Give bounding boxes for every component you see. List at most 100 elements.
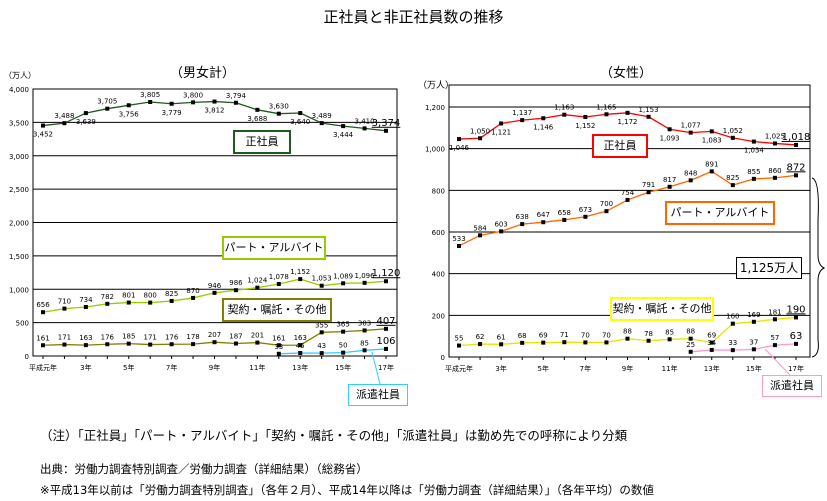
x-tick-label: 平成元年 [29, 363, 57, 372]
data-point [233, 288, 238, 293]
data-label: 1,165 [596, 103, 616, 111]
data-point [457, 243, 461, 248]
data-point [499, 229, 504, 234]
data-label: 33 [728, 339, 737, 347]
data-label: 407 [376, 316, 395, 327]
data-label: 171 [144, 334, 157, 342]
data-label: 85 [665, 328, 674, 336]
x-tick-label: 15年 [746, 364, 762, 373]
data-label: 3,800 [183, 91, 203, 99]
data-label: 1,093 [660, 134, 680, 142]
data-point [772, 343, 777, 348]
data-point [772, 141, 777, 146]
data-point [688, 336, 693, 341]
data-label: 1,096 [355, 272, 376, 280]
data-label: 3,452 [33, 131, 53, 139]
data-label: 855 [747, 168, 760, 176]
y-tick-label: 0 [441, 354, 445, 362]
legend-right-part: パート・アルバイト [665, 201, 775, 225]
data-point [688, 130, 693, 135]
data-point [191, 100, 196, 105]
data-point [604, 209, 609, 214]
data-label: 163 [79, 334, 92, 342]
data-point [298, 343, 303, 348]
y-tick-label: 1,000 [425, 146, 445, 154]
data-point [751, 347, 756, 352]
data-point [709, 340, 714, 345]
y-tick-label: 2,500 [9, 186, 29, 194]
data-point [126, 300, 131, 305]
data-point [667, 127, 672, 132]
haken-leader-left [371, 351, 381, 385]
x-tick-label: 11年 [662, 364, 678, 373]
data-point [646, 114, 651, 119]
data-point [478, 342, 483, 347]
data-point [255, 340, 260, 345]
legend-left-haken: 派遣社員 [348, 384, 408, 406]
x-tick-label: 7年 [166, 363, 177, 372]
total-annotation: 1,125万人 [736, 257, 802, 279]
data-point [148, 342, 153, 347]
data-label: 185 [122, 333, 135, 341]
data-label: 1,052 [723, 127, 743, 135]
data-label: 43 [317, 342, 326, 350]
data-point [169, 342, 174, 347]
data-label: 171 [58, 334, 71, 342]
data-label: 37 [749, 338, 758, 346]
data-point [212, 340, 217, 345]
x-tick-label: 9年 [209, 363, 220, 372]
data-point [625, 197, 630, 202]
data-label: 647 [537, 211, 550, 219]
data-point [341, 350, 346, 355]
data-point [298, 277, 303, 282]
data-point [148, 300, 153, 305]
data-label: 3,705 [97, 98, 117, 106]
x-tick-label: 13年 [704, 364, 720, 373]
data-label: 673 [579, 206, 592, 214]
data-point [457, 343, 461, 348]
data-point [499, 342, 504, 347]
data-label: 163 [294, 334, 307, 342]
figure-title: 正社員と非正社員数の推移 [323, 8, 504, 26]
data-point [688, 349, 693, 354]
data-label: 3,812 [204, 107, 224, 115]
data-point [541, 340, 546, 345]
data-label: 50 [339, 342, 348, 350]
data-point [319, 351, 324, 356]
x-tick-label: 3年 [80, 363, 91, 372]
data-label: 1,018 [782, 132, 811, 143]
data-label: 34 [707, 339, 716, 347]
y-tick-label: 500 [16, 320, 29, 328]
data-point [384, 346, 388, 351]
data-point [148, 100, 153, 105]
data-point [688, 178, 693, 183]
data-label: 71 [560, 331, 569, 339]
data-point [41, 343, 45, 348]
data-label: 160 [726, 313, 739, 321]
data-label: 207 [208, 331, 221, 339]
plot-frame-1 [448, 84, 811, 358]
note-text: （注）「正社員」「パート・アルバイト」「契約・嘱託・その他」「派遣社員」は勤め先… [40, 428, 628, 443]
y-tick-label: 1,000 [9, 286, 29, 294]
y-tick-label: 600 [432, 229, 445, 237]
data-label: 710 [58, 298, 71, 306]
data-label: 3,410 [355, 117, 375, 125]
data-label: 1,152 [290, 268, 310, 276]
data-point [105, 342, 110, 347]
y-tick-label: 800 [432, 187, 445, 195]
data-label: 85 [360, 339, 369, 347]
x-tick-label: 平成元年 [445, 364, 473, 373]
data-label: 3,794 [226, 92, 247, 100]
data-point [255, 285, 260, 290]
data-point [233, 100, 238, 105]
data-point [499, 121, 504, 126]
data-label: 355 [315, 321, 328, 329]
data-label: 106 [376, 336, 395, 347]
data-label: 1,172 [617, 118, 637, 126]
y-tick-label: 0 [25, 353, 29, 361]
data-point [126, 341, 131, 346]
data-label: 1,152 [575, 122, 595, 130]
data-label: 61 [497, 333, 506, 341]
data-point [105, 106, 110, 111]
data-label: 872 [786, 162, 805, 173]
